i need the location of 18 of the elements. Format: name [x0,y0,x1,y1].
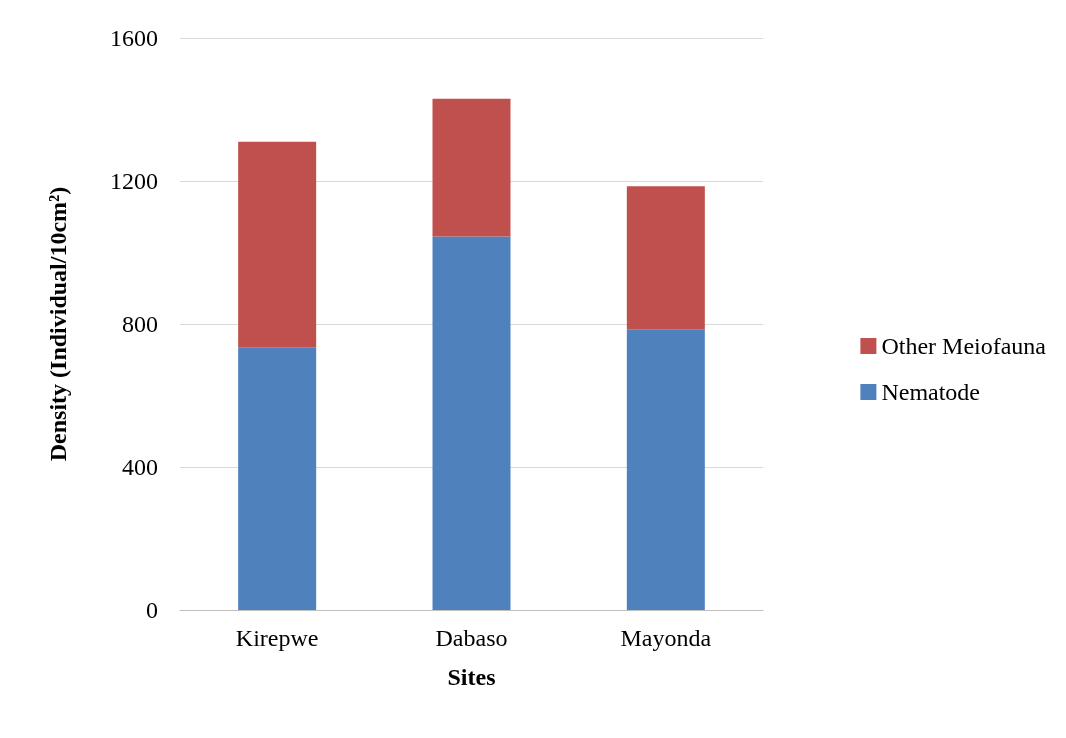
x-tick-label: Mayonda [620,625,712,651]
bar [432,98,511,237]
bar [432,236,511,610]
bar [626,329,705,610]
y-tick-label: 1200 [110,168,158,194]
legend-label: Other Meiofauna [881,333,1047,359]
y-tick-label: 0 [146,597,158,623]
y-axis-title: Density (Individual/10cm²) [45,186,71,462]
y-tick-label: 400 [122,454,158,480]
y-tick-label: 1600 [110,25,158,51]
bar [626,186,705,330]
y-tick-label: 800 [122,311,158,337]
x-tick-label: Kirepwe [235,625,319,651]
bar [238,347,317,610]
bar [238,141,317,348]
legend-label: Nematode [881,379,981,405]
x-axis-title: Sites [447,664,496,690]
x-tick-label: Dabaso [435,625,508,651]
